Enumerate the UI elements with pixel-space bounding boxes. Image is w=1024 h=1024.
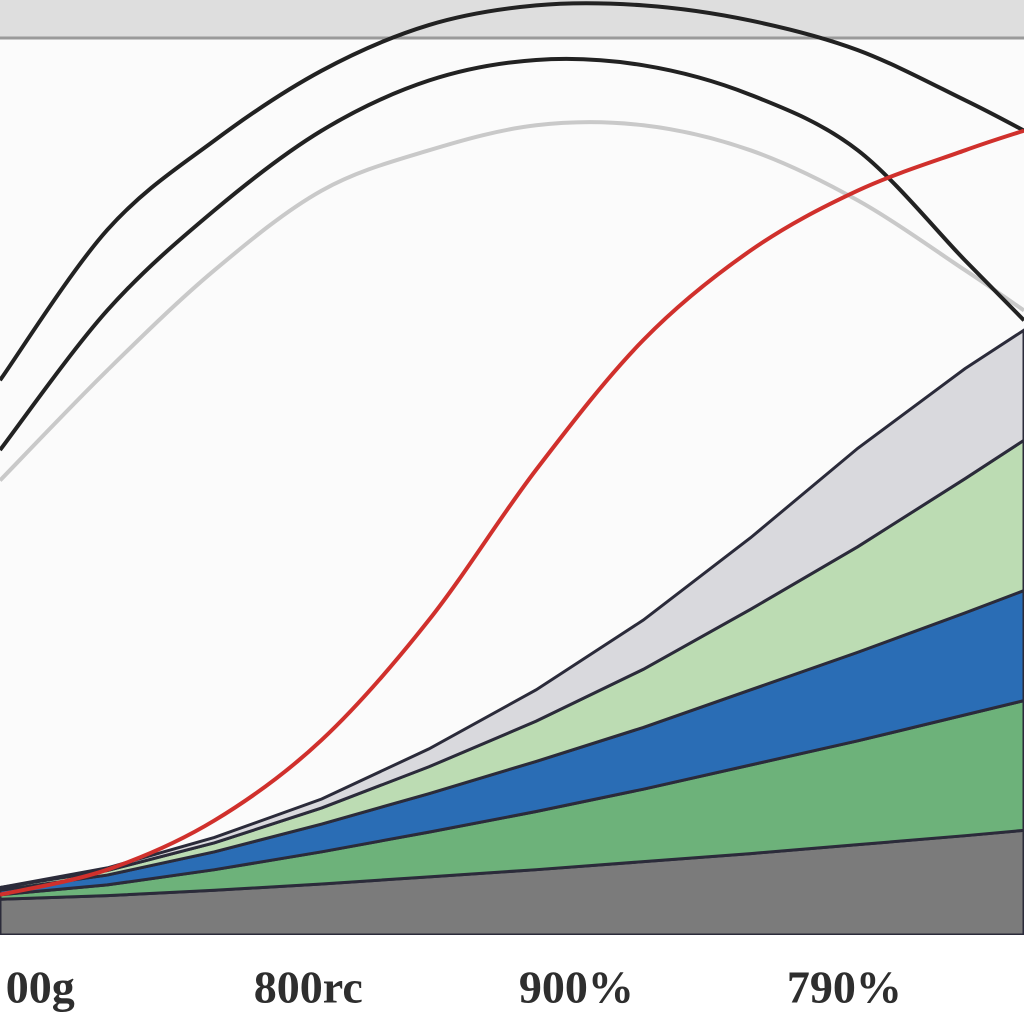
- x-tick-label: 900%: [519, 962, 634, 1013]
- axis-band: [0, 935, 1024, 1024]
- line: [0, 128, 1024, 897]
- line: [0, 120, 1024, 482]
- line: [0, 1, 1024, 382]
- x-tick-label: 800rc: [254, 962, 363, 1013]
- top-band: [0, 0, 1024, 38]
- stacked-area: [0, 328, 1024, 890]
- x-tick-label: 00g: [6, 962, 75, 1013]
- x-tick-label: 790%: [787, 962, 902, 1013]
- line: [0, 56, 1024, 452]
